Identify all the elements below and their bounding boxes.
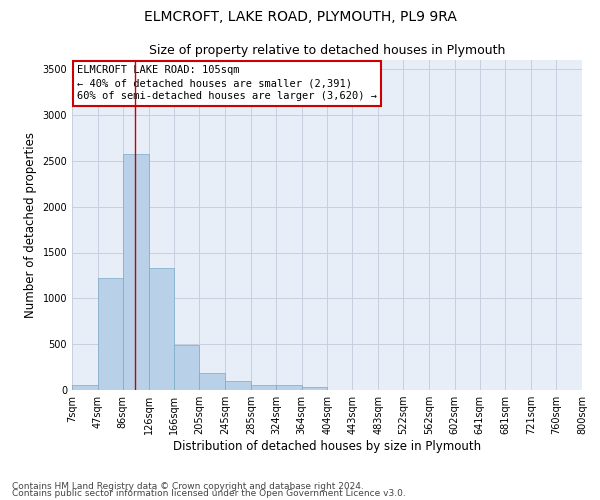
Text: ELMCROFT, LAKE ROAD, PLYMOUTH, PL9 9RA: ELMCROFT, LAKE ROAD, PLYMOUTH, PL9 9RA — [143, 10, 457, 24]
Text: Contains HM Land Registry data © Crown copyright and database right 2024.: Contains HM Land Registry data © Crown c… — [12, 482, 364, 491]
X-axis label: Distribution of detached houses by size in Plymouth: Distribution of detached houses by size … — [173, 440, 481, 453]
Bar — [72, 386, 98, 390]
Text: Contains public sector information licensed under the Open Government Licence v3: Contains public sector information licen… — [12, 489, 406, 498]
Bar — [276, 386, 302, 390]
Bar — [174, 345, 199, 390]
Bar — [302, 387, 328, 390]
Bar — [98, 278, 123, 390]
Bar — [225, 381, 251, 390]
Y-axis label: Number of detached properties: Number of detached properties — [24, 132, 37, 318]
Bar — [149, 268, 174, 390]
Bar — [199, 372, 225, 390]
Bar — [251, 386, 276, 390]
Bar — [123, 154, 149, 390]
Text: ELMCROFT LAKE ROAD: 105sqm
← 40% of detached houses are smaller (2,391)
60% of s: ELMCROFT LAKE ROAD: 105sqm ← 40% of deta… — [77, 65, 377, 102]
Title: Size of property relative to detached houses in Plymouth: Size of property relative to detached ho… — [149, 44, 505, 58]
